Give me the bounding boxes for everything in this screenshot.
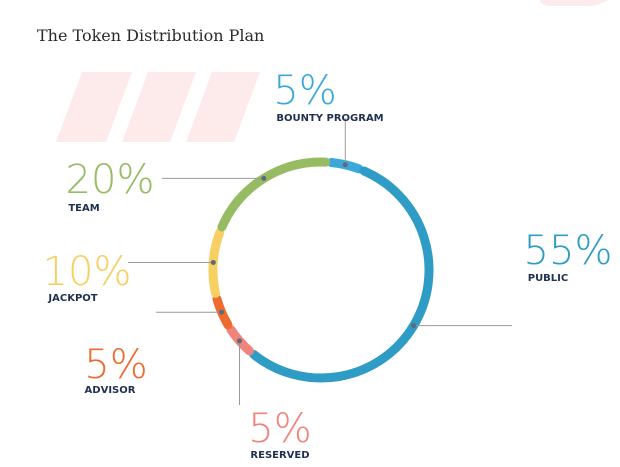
percent-label-jackpot: 10% [43, 249, 132, 295]
leader-dot-team [261, 175, 267, 181]
category-label-reserved: RESERVED [250, 450, 309, 461]
leader-dot-reserved [237, 338, 242, 344]
slice-public [249, 166, 434, 383]
leader-dot-public [411, 323, 417, 329]
category-label-team: TEAM [68, 203, 99, 214]
slice-team [217, 157, 331, 232]
donut-ring [208, 157, 434, 383]
leader-dot-jackpot [210, 260, 216, 265]
leader-lines [128, 118, 512, 405]
decorative-stripes [56, 72, 260, 142]
percent-label-bounty-program: 5% [273, 68, 336, 114]
page-title: The Token Distribution Plan [37, 26, 265, 45]
slice-labels: 5%BOUNTY PROGRAM55%PUBLIC5%RESERVED5%ADV… [43, 68, 613, 461]
category-label-public: PUBLIC [528, 273, 569, 284]
category-label-bounty-program: BOUNTY PROGRAM [276, 113, 383, 124]
percent-label-reserved: 5% [248, 406, 311, 452]
leader-dot-advisor [219, 309, 225, 315]
percent-label-team: 20% [66, 157, 155, 203]
percent-label-public: 55% [524, 228, 613, 274]
category-label-jackpot: JACKPOT [47, 293, 97, 304]
percent-label-advisor: 5% [84, 342, 147, 388]
category-label-advisor: ADVISOR [85, 385, 136, 396]
leader-dot-bounty-program [342, 162, 348, 168]
decorative-corner-shape [540, 0, 608, 6]
